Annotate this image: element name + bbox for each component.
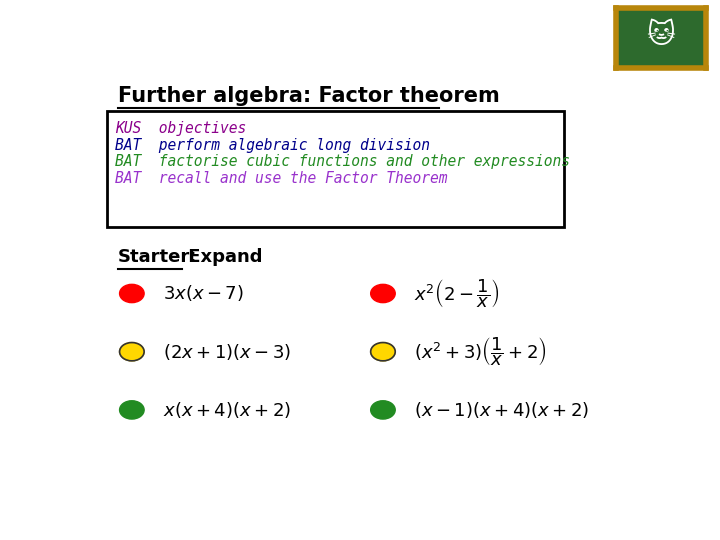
Text: $3x(x-7)$: $3x(x-7)$: [163, 284, 243, 303]
Circle shape: [120, 401, 144, 419]
Circle shape: [120, 285, 144, 302]
Circle shape: [371, 401, 395, 419]
Text: KUS  objectives: KUS objectives: [115, 121, 246, 136]
Text: 🐱: 🐱: [646, 21, 675, 49]
Circle shape: [371, 285, 395, 302]
Text: BAT  recall and use the Factor Theorem: BAT recall and use the Factor Theorem: [115, 171, 448, 186]
Text: $x^2\left(2-\dfrac{1}{x}\right)$: $x^2\left(2-\dfrac{1}{x}\right)$: [413, 277, 499, 310]
Text: Further algebra: Factor theorem: Further algebra: Factor theorem: [118, 85, 500, 106]
FancyBboxPatch shape: [107, 111, 564, 227]
Text: $(2x+1)(x-3)$: $(2x+1)(x-3)$: [163, 342, 291, 362]
Circle shape: [120, 342, 144, 361]
Text: BAT  perform algebraic long division: BAT perform algebraic long division: [115, 138, 430, 153]
Text: $(x^2+3)\left(\dfrac{1}{x}+2\right)$: $(x^2+3)\left(\dfrac{1}{x}+2\right)$: [413, 335, 546, 368]
Text: Expand: Expand: [182, 248, 263, 266]
Text: Starter:: Starter:: [118, 248, 197, 266]
Text: $x(x+4)(x+2)$: $x(x+4)(x+2)$: [163, 400, 291, 420]
Circle shape: [371, 342, 395, 361]
Text: $(x-1)(x+4)(x+2)$: $(x-1)(x+4)(x+2)$: [413, 400, 589, 420]
Text: BAT  factorise cubic functions and other expressions: BAT factorise cubic functions and other …: [115, 154, 570, 169]
